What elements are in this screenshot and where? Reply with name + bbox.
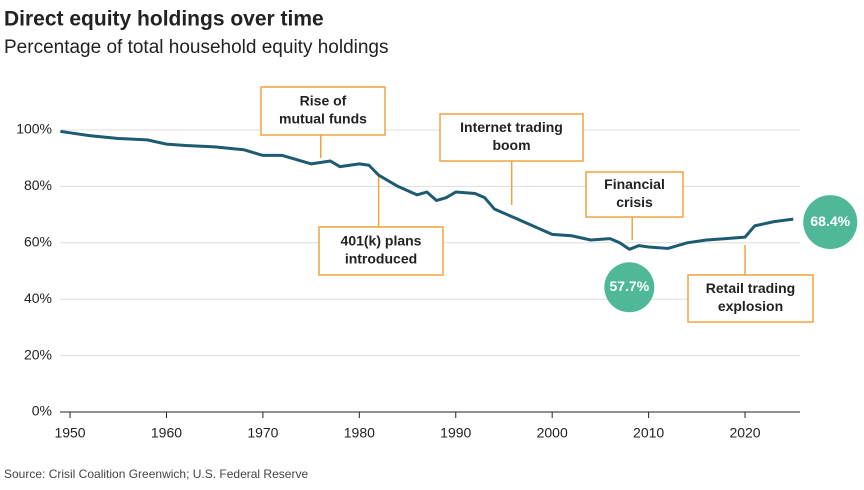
x-tick-label: 1980 (344, 425, 375, 441)
annotation-text: introduced (345, 251, 417, 267)
annotation-box (687, 274, 814, 323)
y-tick-label: 80% (24, 177, 52, 193)
y-tick-label: 100% (16, 121, 52, 137)
y-tick-label: 20% (24, 346, 52, 362)
annotation-box (439, 113, 584, 162)
annotation-text: Internet trading (460, 119, 563, 135)
x-tick-label: 1950 (54, 425, 85, 441)
annotation-box (585, 171, 684, 218)
value-label: 57.7% (609, 278, 649, 294)
y-tick-label: 40% (24, 290, 52, 306)
annotation-text: 401(k) plans (341, 233, 422, 249)
annotation-text: Financial (604, 176, 665, 192)
annotation-box (260, 86, 386, 136)
source-note: Source: Crisil Coalition Greenwich; U.S.… (4, 467, 308, 481)
y-tick-label: 0% (32, 403, 52, 419)
x-tick-label: 1970 (247, 425, 278, 441)
x-tick-label: 2020 (729, 425, 760, 441)
value-badge (604, 262, 655, 313)
value-label: 68.4% (810, 213, 850, 229)
x-tick-label: 1960 (151, 425, 182, 441)
x-tick-label: 2000 (537, 425, 568, 441)
annotation-text: boom (492, 137, 530, 153)
data-line (60, 129, 794, 251)
annotation-text: explosion (718, 298, 783, 314)
x-tick-label: 1990 (440, 425, 471, 441)
value-badge (803, 195, 858, 250)
chart-subtitle: Percentage of total household equity hol… (4, 37, 389, 58)
y-tick-label: 60% (24, 234, 52, 250)
annotation-text: mutual funds (279, 111, 367, 127)
annotation-text: Rise of (300, 93, 347, 109)
annotation-text: crisis (616, 194, 653, 210)
annotation-box (318, 226, 444, 276)
chart-title: Direct equity holdings over time (4, 8, 324, 31)
annotation-text: Retail trading (706, 280, 795, 296)
x-tick-label: 2010 (633, 425, 664, 441)
